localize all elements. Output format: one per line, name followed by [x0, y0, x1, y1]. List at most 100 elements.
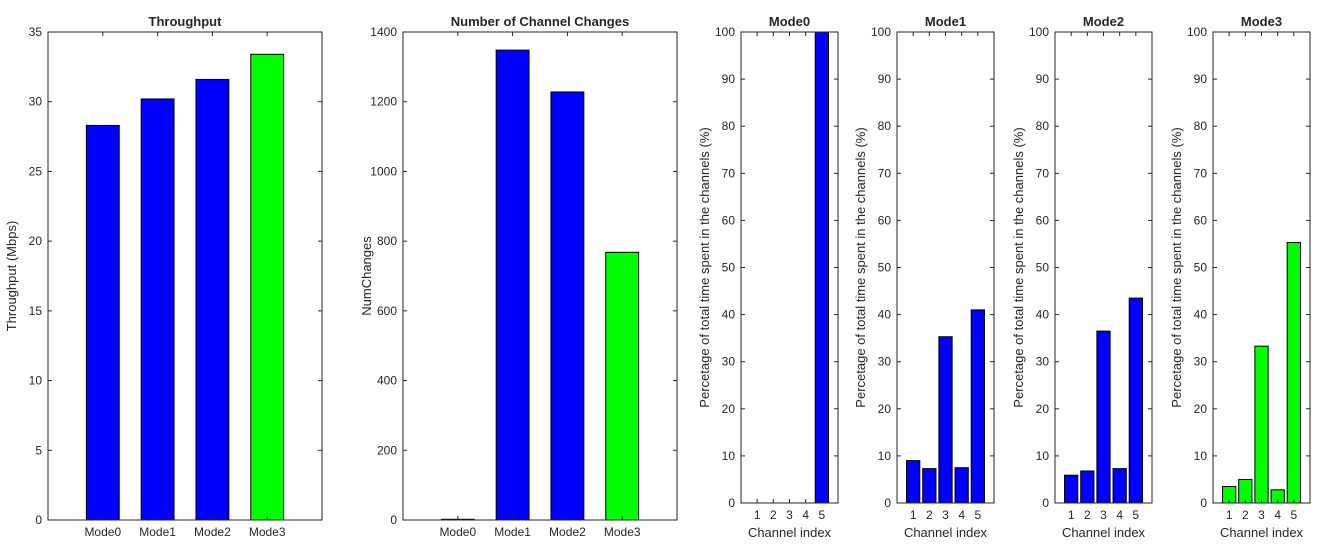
ytick-label-2-3: 30	[722, 355, 736, 369]
chart-panel-4: 0 10 20 30 40 50 60 70 80 90 100 1 2 3 4 5 Mode2 Channel …	[1011, 14, 1153, 540]
yaxis-label-2: Percetage of total time spent in the cha…	[697, 127, 712, 407]
ytick-label-0-1: 5	[35, 443, 42, 457]
xtick-label-0-2: Mode2	[194, 525, 231, 539]
ytick-label-4-2: 20	[1036, 402, 1050, 416]
chart-title-0: Throughput	[149, 14, 223, 29]
ytick-label-1-7: 1400	[370, 25, 397, 39]
ytick-label-4-1: 10	[1036, 449, 1050, 463]
ytick-label-3-2: 20	[878, 402, 892, 416]
ytick-label-5-3: 30	[1194, 355, 1208, 369]
ytick-label-3-4: 40	[878, 308, 892, 322]
bar-4-1	[1080, 470, 1095, 504]
xaxis-label-3: Channel index	[904, 525, 988, 540]
xtick-label-5-3: 4	[1274, 508, 1281, 522]
xtick-label-4-0: 1	[1068, 508, 1075, 522]
ytick-label-0-2: 10	[29, 374, 43, 388]
xtick-label-5-0: 1	[1226, 508, 1233, 522]
ytick-label-4-9: 90	[1036, 72, 1050, 86]
yaxis-label-4: Percetage of total time spent in the cha…	[1011, 127, 1026, 407]
xtick-label-5-4: 5	[1290, 508, 1297, 522]
yaxis-label-5: Percetage of total time spent in the cha…	[1169, 127, 1184, 407]
chart-panel-0: 0 5 10 15 20 25 30 35 Mode0 Mode1 Mode2 Mode3 Throug…	[4, 14, 323, 539]
bar-3-2	[938, 336, 953, 504]
ytick-label-1-3: 600	[377, 304, 397, 318]
bar-0-1	[140, 98, 175, 521]
xtick-label-3-0: 1	[910, 508, 917, 522]
yaxis-label-3: Percetage of total time spent in the cha…	[853, 127, 868, 407]
ytick-label-5-2: 20	[1194, 402, 1208, 416]
bar-2-4	[814, 31, 829, 504]
ytick-label-1-6: 1200	[370, 95, 397, 109]
xtick-label-0-3: Mode3	[249, 525, 286, 539]
ytick-label-2-7: 70	[722, 166, 736, 180]
bar-4-2	[1096, 330, 1111, 504]
ytick-label-3-3: 30	[878, 355, 892, 369]
ytick-label-4-10: 100	[1029, 25, 1049, 39]
ytick-label-1-1: 200	[377, 443, 397, 457]
xtick-label-5-1: 2	[1242, 508, 1249, 522]
ytick-label-3-9: 90	[878, 72, 892, 86]
axes-box-0	[47, 31, 323, 521]
xtick-label-1-1: Mode1	[494, 525, 531, 539]
ytick-label-0-7: 35	[29, 25, 43, 39]
xtick-label-2-4: 5	[818, 508, 825, 522]
ytick-label-1-4: 800	[377, 234, 397, 248]
bar-1-2	[550, 91, 585, 521]
ytick-label-0-3: 15	[29, 304, 43, 318]
xtick-label-1-0: Mode0	[439, 525, 476, 539]
ytick-label-4-4: 40	[1036, 308, 1050, 322]
ytick-label-2-9: 90	[722, 72, 736, 86]
bar-3-3	[954, 467, 969, 504]
ytick-label-2-5: 50	[722, 261, 736, 275]
xtick-label-4-1: 2	[1084, 508, 1091, 522]
ytick-label-2-10: 100	[715, 25, 735, 39]
xtick-label-3-2: 3	[942, 508, 949, 522]
bar-3-1	[922, 468, 937, 504]
ytick-label-2-6: 60	[722, 213, 736, 227]
chart-panel-3: 0 10 20 30 40 50 60 70 80 90 100 1 2 3 4 5 Mode1 Channel …	[853, 14, 995, 540]
ytick-label-5-5: 50	[1194, 261, 1208, 275]
ytick-label-4-5: 50	[1036, 261, 1050, 275]
ytick-label-5-4: 40	[1194, 308, 1208, 322]
ytick-label-0-6: 30	[29, 95, 43, 109]
chart-title-2: Mode0	[769, 14, 810, 29]
xtick-label-3-1: 2	[926, 508, 933, 522]
ytick-label-3-8: 80	[878, 119, 892, 133]
bar-3-4	[970, 309, 985, 504]
xtick-label-4-2: 3	[1100, 508, 1107, 522]
ytick-label-0-4: 20	[29, 234, 43, 248]
ytick-label-3-5: 50	[878, 261, 892, 275]
xtick-label-2-0: 1	[754, 508, 761, 522]
ytick-label-5-9: 90	[1194, 72, 1208, 86]
ytick-label-5-10: 100	[1187, 25, 1207, 39]
yaxis-label-1: NumChanges	[359, 236, 374, 316]
bar-4-3	[1112, 468, 1127, 504]
xtick-label-0-1: Mode1	[139, 525, 176, 539]
xtick-label-2-1: 2	[770, 508, 777, 522]
bar-1-1	[495, 49, 530, 521]
xaxis-label-5: Channel index	[1220, 525, 1304, 540]
ytick-label-4-8: 80	[1036, 119, 1050, 133]
chart-title-4: Mode2	[1083, 14, 1124, 29]
bar-5-4	[1286, 242, 1301, 504]
ytick-label-4-7: 70	[1036, 166, 1050, 180]
ytick-label-3-0: 0	[884, 496, 891, 510]
bar-1-3	[605, 251, 640, 521]
ytick-label-2-4: 40	[722, 308, 736, 322]
ytick-label-5-7: 70	[1194, 166, 1208, 180]
xaxis-label-4: Channel index	[1062, 525, 1146, 540]
xtick-label-1-2: Mode2	[549, 525, 586, 539]
yaxis-label-0: Throughput (Mbps)	[4, 221, 19, 332]
ytick-label-1-0: 0	[390, 513, 397, 527]
ytick-label-5-1: 10	[1194, 449, 1208, 463]
axes-box-1	[402, 31, 678, 521]
xtick-label-2-3: 4	[802, 508, 809, 522]
bar-0-0	[85, 124, 120, 521]
ytick-label-2-1: 10	[722, 449, 736, 463]
bar-3-0	[906, 460, 921, 504]
bar-4-0	[1064, 474, 1079, 504]
ytick-label-4-6: 60	[1036, 213, 1050, 227]
ytick-label-3-10: 100	[871, 25, 891, 39]
chart-panel-2: 0 10 20 30 40 50 60 70 80 90 100 1 2 3 4 5 Mode0 Channel …	[697, 14, 839, 540]
